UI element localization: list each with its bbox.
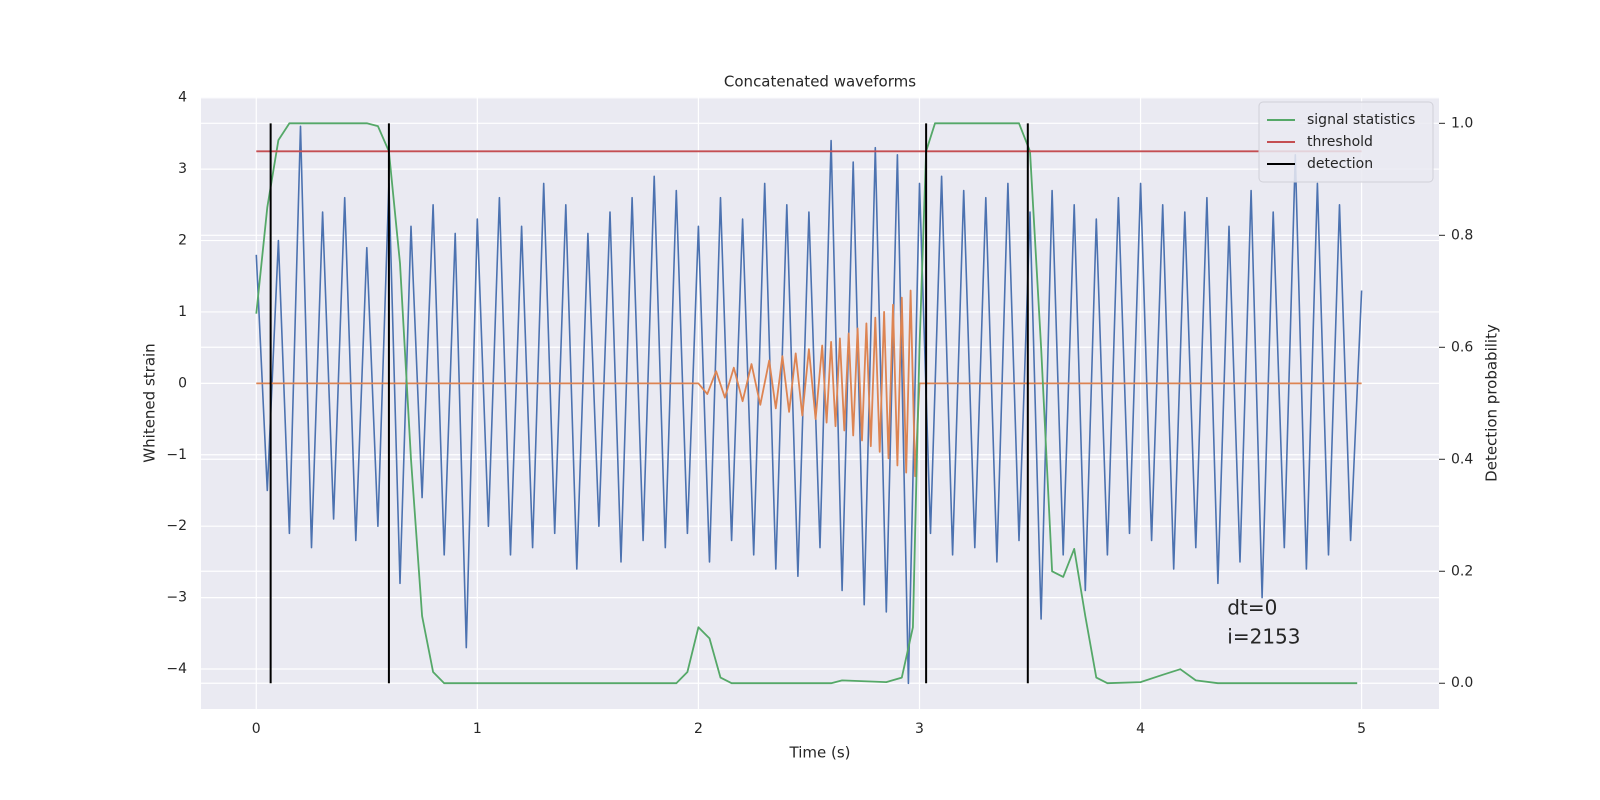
y2-tick-label: 0.4 — [1451, 451, 1473, 467]
legend-label: threshold — [1307, 134, 1373, 150]
annotation: dt=0 — [1227, 596, 1277, 620]
y-tick-label: −1 — [166, 447, 187, 463]
y-tick-label: 1 — [178, 304, 187, 320]
legend-box — [1258, 101, 1434, 183]
y-tick-label: −4 — [166, 661, 187, 677]
y-tick-label: −3 — [166, 590, 187, 606]
legend: signal statistics threshold detection — [1258, 101, 1434, 183]
y2-tick-label: 0.6 — [1451, 339, 1473, 355]
y2-tick-label: 0.0 — [1451, 675, 1473, 691]
x-tick-label: 5 — [1357, 721, 1366, 737]
x-tick-label: 2 — [694, 721, 703, 737]
y2-tick-label: 0.2 — [1451, 563, 1473, 579]
x-tick-label: 1 — [473, 721, 482, 737]
legend-label: detection — [1307, 156, 1373, 172]
x-tick-label: 0 — [252, 721, 261, 737]
y2-tick-label: 1.0 — [1451, 115, 1473, 131]
series-line — [255, 125, 1363, 685]
chart-title: Concatenated waveforms — [724, 73, 916, 91]
series-line — [255, 122, 1358, 685]
annotation: i=2153 — [1227, 625, 1300, 649]
y-tick-label: 4 — [178, 90, 187, 106]
y2-tick-label: 0.8 — [1451, 227, 1473, 243]
y-tick-label: 3 — [178, 161, 187, 177]
legend-label: signal statistics — [1307, 112, 1415, 128]
y-tick-label: 0 — [178, 375, 187, 391]
y-axis-label: Whitened strain — [141, 343, 159, 462]
y-tick-label: 2 — [178, 233, 187, 249]
x-tick-label: 4 — [1136, 721, 1145, 737]
y2-axis-label: Detection probability — [1483, 324, 1501, 482]
y-tick-label: −2 — [166, 518, 187, 534]
x-tick-label: 3 — [915, 721, 924, 737]
series-line — [256, 289, 1362, 478]
x-axis-label: Time (s) — [789, 744, 851, 762]
